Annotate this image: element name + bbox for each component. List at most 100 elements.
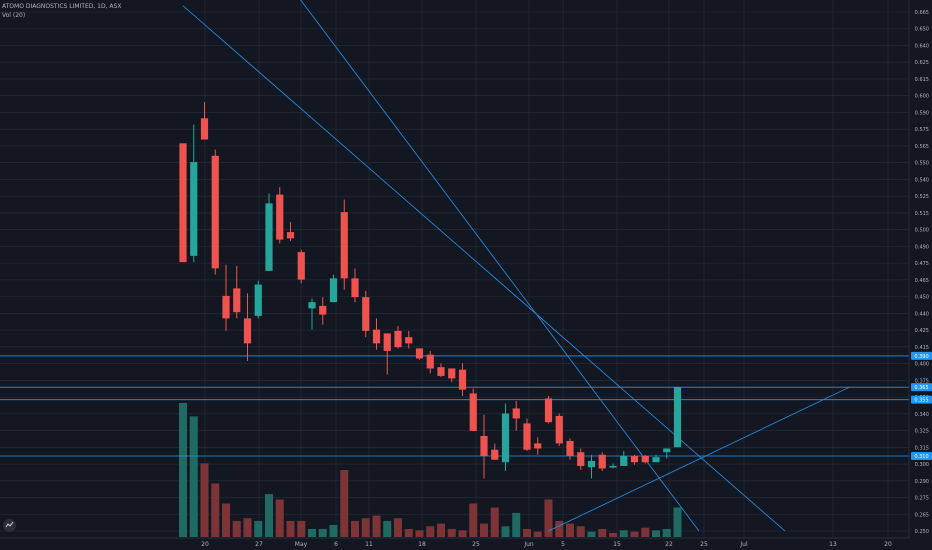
- time-tick-label: Jul: [739, 541, 748, 548]
- volume-bar: [329, 524, 338, 537]
- volume-bar: [404, 528, 413, 537]
- price-tick-label: 0.450: [915, 295, 929, 301]
- candle-body: [566, 440, 574, 456]
- candle-body: [523, 423, 531, 450]
- price-tick-label: 0.425: [915, 328, 929, 334]
- time-axis[interactable]: 20 27 May 6 11 18 25 Jun 5 15 22 25 Jul 13 20: [201, 541, 892, 548]
- volume-bar: [447, 528, 456, 537]
- volume-bar: [308, 528, 316, 537]
- candle-body: [480, 435, 488, 456]
- price-tick-label: 0.590: [915, 110, 929, 116]
- time-tick-label: 13: [829, 541, 837, 548]
- candle-body: [469, 393, 477, 431]
- candle-body: [609, 465, 617, 468]
- candle-body: [222, 295, 230, 319]
- candle-body: [351, 278, 359, 298]
- volume-bar: [523, 528, 531, 537]
- price-tick-label: 0.650: [915, 27, 929, 33]
- candle-body: [340, 212, 348, 279]
- candle-body: [598, 454, 606, 469]
- time-axis-background[interactable]: [0, 538, 932, 550]
- candle-body: [297, 252, 305, 280]
- volume-bar: [222, 503, 230, 537]
- candle-body: [587, 460, 596, 468]
- price-tick-label: 0.525: [915, 194, 929, 200]
- price-tick-label: 0.515: [915, 211, 929, 217]
- time-tick-label: 11: [365, 541, 373, 548]
- time-tick-label: 18: [418, 541, 426, 548]
- time-tick-label: 5: [561, 541, 565, 548]
- volume-bar: [265, 494, 273, 537]
- price-tick-label: 0.265: [915, 512, 929, 518]
- volume-bar: [458, 530, 467, 537]
- price-tick-label: 0.615: [915, 77, 929, 83]
- volume-bar: [372, 515, 381, 537]
- volume-bar: [318, 528, 327, 537]
- candle-body: [200, 118, 209, 140]
- time-tick-label: 27: [255, 541, 263, 548]
- volume-bar: [469, 503, 478, 537]
- candle-body: [286, 232, 295, 239]
- price-tick-label: 0.375: [915, 378, 929, 384]
- price-tick-label: 0.315: [915, 445, 929, 451]
- candle-body: [190, 162, 198, 256]
- candle-body: [437, 367, 445, 376]
- volume-bar: [254, 520, 263, 537]
- candle-body: [308, 302, 316, 309]
- volume-bar: [200, 463, 209, 537]
- candle-body: [673, 387, 682, 448]
- trendlines[interactable]: [182, 0, 850, 532]
- candle-body: [534, 443, 542, 449]
- price-tick-label: 0.340: [915, 412, 929, 418]
- trendline[interactable]: [183, 0, 700, 532]
- price-axis-background[interactable]: [909, 0, 932, 550]
- chart-header: ATOMO DIAGNOSTICS LIMITED, 1D, ASX Vol (…: [2, 2, 121, 20]
- candle-body: [276, 194, 284, 240]
- price-tick-label: 0.325: [915, 429, 929, 435]
- price-label-text: 0.365: [914, 385, 928, 391]
- candle-body: [319, 305, 327, 315]
- horizontal-price-lines[interactable]: [0, 355, 909, 457]
- volume-bar: [243, 518, 252, 537]
- candle-body: [372, 329, 381, 344]
- candles: [179, 102, 682, 479]
- volume-bar: [662, 528, 671, 537]
- price-tick-label: 0.600: [915, 94, 929, 100]
- volume-bar: [652, 530, 660, 537]
- logo-icon[interactable]: [3, 519, 16, 532]
- symbol-title[interactable]: ATOMO DIAGNOSTICS LIMITED, 1D, ASX: [2, 3, 122, 10]
- trendline[interactable]: [182, 5, 786, 532]
- volume-indicator-label[interactable]: Vol (20): [2, 12, 26, 19]
- price-tick-label: 0.275: [915, 496, 929, 502]
- volume-bar: [179, 403, 187, 537]
- candle-body: [405, 337, 413, 344]
- volume-bar: [533, 531, 542, 537]
- volume-bar: [383, 520, 392, 537]
- volume-bar: [415, 530, 424, 537]
- candle-body: [620, 455, 628, 466]
- price-label-text: 0.310: [914, 454, 928, 460]
- volume-bar: [211, 483, 220, 537]
- volume-bar: [361, 518, 370, 537]
- candle-body: [415, 348, 424, 359]
- volume-bar: [576, 526, 585, 537]
- time-tick-label: 22: [665, 541, 673, 548]
- time-tick-label: May: [295, 541, 308, 548]
- volume-bar: [437, 523, 445, 537]
- price-tick-label: 0.565: [915, 144, 929, 150]
- candle-body: [555, 415, 563, 444]
- volume-bar: [566, 523, 574, 537]
- volume-bar: [351, 520, 359, 537]
- time-tick-label: 25: [700, 541, 708, 548]
- candle-body: [491, 449, 499, 460]
- volume-bar: [609, 532, 617, 537]
- price-tick-label: 0.640: [915, 43, 929, 49]
- time-tick-label: 25: [472, 541, 480, 548]
- time-tick-label: 20: [201, 541, 209, 548]
- price-tick-label: 0.250: [915, 529, 929, 535]
- volume-bar: [189, 416, 198, 537]
- trendline[interactable]: [548, 386, 850, 532]
- candle-body: [243, 318, 252, 344]
- price-tick-label: 0.575: [915, 127, 929, 133]
